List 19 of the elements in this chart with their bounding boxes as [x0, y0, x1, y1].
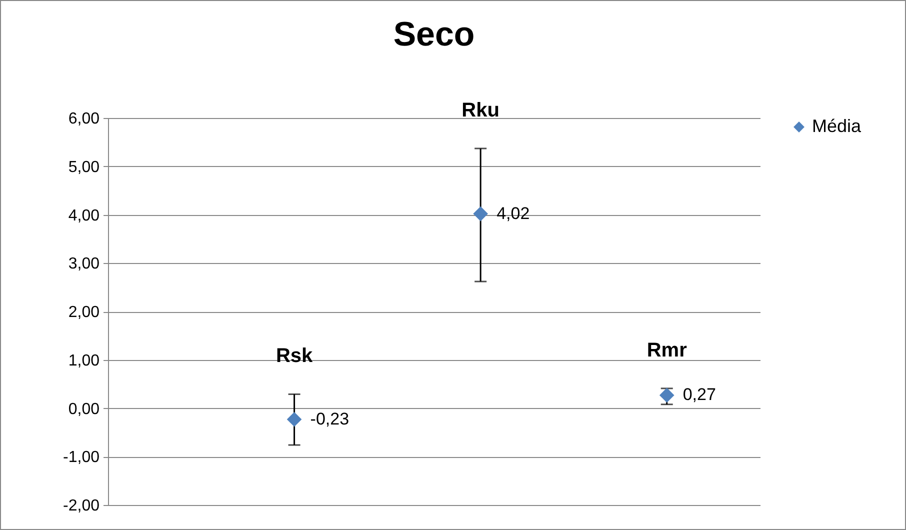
x-tick-label: Rmr: [646, 339, 688, 362]
y-tick-label: 5,00: [68, 158, 100, 176]
x-tick-label: Rsk: [276, 345, 314, 368]
y-tick-label: 4,00: [68, 207, 100, 224]
data-label: 0,27: [682, 385, 716, 404]
y-tick-label: 1,00: [68, 352, 100, 370]
y-tick-label: -1,00: [63, 449, 100, 466]
legend-label: Média: [812, 116, 862, 136]
y-tick-label: 3,00: [68, 256, 100, 273]
chart-title: Seco: [393, 15, 475, 54]
data-label: 4,02: [496, 204, 530, 223]
data-label: -0,23: [310, 409, 350, 428]
y-tick-label: -2,00: [63, 498, 100, 514]
y-tick-label: 2,00: [68, 304, 100, 321]
point: [286, 412, 302, 427]
point: [473, 206, 488, 222]
x-tick-label: Rku: [462, 99, 500, 122]
y-tick-label: 0,00: [68, 400, 100, 418]
y-tick-label: 6,00: [68, 110, 100, 128]
